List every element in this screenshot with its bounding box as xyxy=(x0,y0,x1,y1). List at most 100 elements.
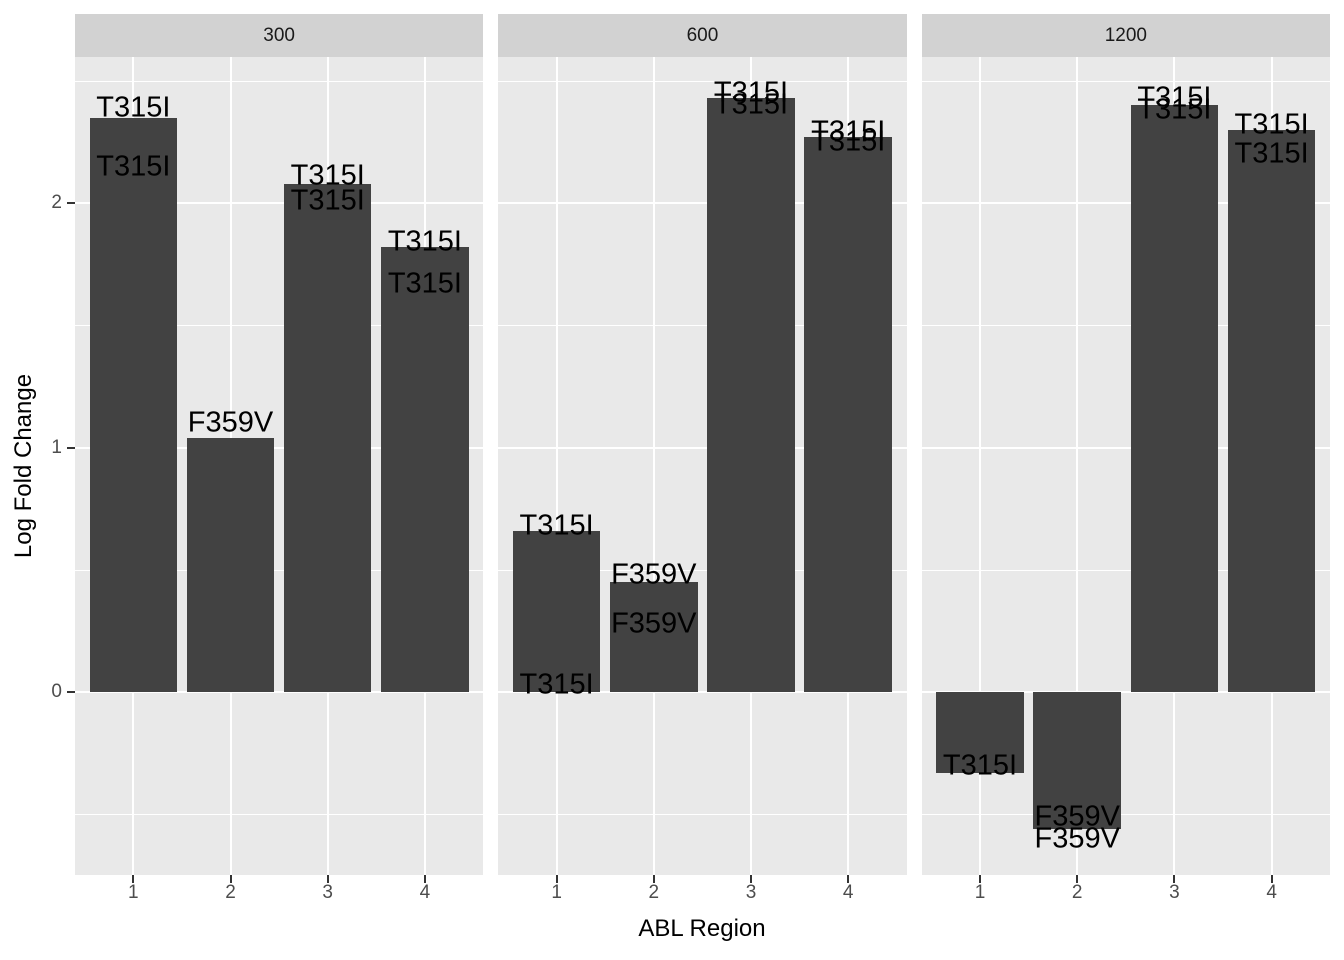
gridline-minor-horizontal xyxy=(75,80,484,82)
x-axis-tick xyxy=(979,874,982,883)
x-axis-tick xyxy=(847,874,850,883)
mutation-label: T315I xyxy=(519,668,594,701)
x-axis-tick-label: 1 xyxy=(551,882,562,903)
gridline-major-horizontal xyxy=(498,691,907,694)
bar xyxy=(512,530,601,693)
x-axis-tick-label: 2 xyxy=(1071,882,1083,903)
mutation-label: T315I xyxy=(713,76,789,109)
gridline-minor-horizontal xyxy=(921,80,1330,82)
gridline-minor-horizontal xyxy=(921,325,1330,327)
mutation-label: T315I xyxy=(96,91,171,124)
gridline-major-vertical xyxy=(1076,57,1079,875)
x-axis-tick xyxy=(1173,874,1176,883)
facet-strip-label: 1200 xyxy=(1104,24,1147,46)
facet-strip: 600 xyxy=(498,14,907,57)
x-axis-tick xyxy=(1076,874,1079,883)
x-axis-tick xyxy=(326,874,329,883)
mutation-label: F359V xyxy=(611,607,697,640)
x-axis-tick xyxy=(555,874,558,883)
gridline-major-horizontal xyxy=(921,446,1330,449)
gridline-minor-horizontal xyxy=(75,325,484,327)
gridline-minor-horizontal xyxy=(498,569,907,571)
gridline-major-horizontal xyxy=(75,202,484,205)
mutation-label: T315I xyxy=(1234,108,1309,141)
x-axis-tick xyxy=(1270,874,1273,883)
mutation-label: F359V xyxy=(187,406,274,439)
x-axis-tick xyxy=(229,874,232,883)
mutation-label: T315I xyxy=(1137,81,1212,114)
x-axis-tick-label: 3 xyxy=(1169,882,1180,903)
gridline-minor-horizontal xyxy=(498,80,907,82)
gridline-minor-horizontal xyxy=(498,814,907,816)
x-axis-tick-label: 2 xyxy=(648,882,660,903)
gridline-major-horizontal xyxy=(498,446,907,449)
bar xyxy=(1033,692,1121,830)
x-axis-tick xyxy=(423,874,426,883)
x-axis-tick xyxy=(132,874,135,883)
x-axis-tick-label: 1 xyxy=(128,882,139,903)
mutation-label: T315I xyxy=(1137,93,1212,126)
x-axis-tick-label: 4 xyxy=(419,882,431,903)
gridline-minor-horizontal xyxy=(75,569,484,571)
bar xyxy=(89,117,178,693)
gridline-minor-horizontal xyxy=(75,814,484,816)
facet-strip-label: 600 xyxy=(686,24,719,46)
y-axis-tick xyxy=(67,691,75,694)
facet-panel: T315I T315I F359V T315I T315I T315I T315I xyxy=(75,57,484,875)
gridline-minor-horizontal xyxy=(498,325,907,327)
bar xyxy=(610,582,698,693)
gridline-major-vertical xyxy=(555,57,558,875)
y-axis-tick-label: 1 xyxy=(51,436,62,458)
facet-panel: T315I T315I F359V F359V T315I T315I T315I T315I xyxy=(498,57,907,875)
x-axis-tick-label: 3 xyxy=(322,882,333,903)
bar xyxy=(381,247,469,693)
bar xyxy=(186,437,275,693)
mutation-label: T315I xyxy=(96,150,171,183)
gridline-minor-horizontal xyxy=(921,814,1330,816)
facet-panel: T315I F359V F359V T315I T315I T315I T315I xyxy=(921,57,1330,875)
facet-strip: 300 xyxy=(75,14,484,57)
mutation-label: F359V xyxy=(1034,822,1120,855)
facet-strip-label: 300 xyxy=(263,24,295,46)
mutation-label: F359V xyxy=(611,558,697,591)
gridline-major-vertical xyxy=(652,57,655,875)
mutation-label: T315I xyxy=(290,184,365,217)
gridline-major-horizontal xyxy=(921,691,1330,694)
gridline-major-horizontal xyxy=(498,202,907,205)
mutation-label: T315I xyxy=(519,509,594,542)
x-axis-tick xyxy=(652,874,655,883)
x-axis-title: ABL Region xyxy=(638,915,766,942)
bar xyxy=(804,137,892,693)
mutation-label: T315I xyxy=(387,225,462,258)
bar xyxy=(283,183,372,693)
gridline-major-horizontal xyxy=(921,202,1330,205)
x-axis-tick-label: 4 xyxy=(842,882,854,903)
y-axis-tick xyxy=(67,202,75,205)
x-axis-tick-label: 3 xyxy=(745,882,757,903)
facet-strip: 1200 xyxy=(921,14,1330,57)
y-axis-tick-label: 0 xyxy=(51,681,62,703)
bar xyxy=(1227,129,1316,693)
bar xyxy=(707,98,795,693)
mutation-label: T315I xyxy=(1234,137,1309,170)
x-axis-tick-label: 1 xyxy=(974,882,986,903)
x-axis-tick xyxy=(750,874,753,883)
x-axis-tick-label: 2 xyxy=(225,882,236,903)
gridline-major-vertical xyxy=(979,57,981,875)
mutation-label: T315I xyxy=(713,88,789,121)
y-axis-title: Log Fold Change xyxy=(10,373,37,559)
mutation-label: T315I xyxy=(811,115,886,148)
mutation-label: F359V xyxy=(1034,800,1120,833)
mutation-label: T315I xyxy=(811,125,886,158)
mutation-label: T315I xyxy=(942,749,1018,782)
x-axis-tick-label: 4 xyxy=(1266,882,1277,903)
mutation-label: T315I xyxy=(387,267,462,300)
y-axis-tick-label: 2 xyxy=(51,192,62,214)
bar xyxy=(1130,105,1219,693)
mutation-label: T315I xyxy=(290,159,365,192)
gridline-major-horizontal xyxy=(75,691,484,694)
y-axis-tick xyxy=(67,446,75,449)
gridline-major-horizontal xyxy=(75,446,484,449)
bar xyxy=(936,692,1024,773)
